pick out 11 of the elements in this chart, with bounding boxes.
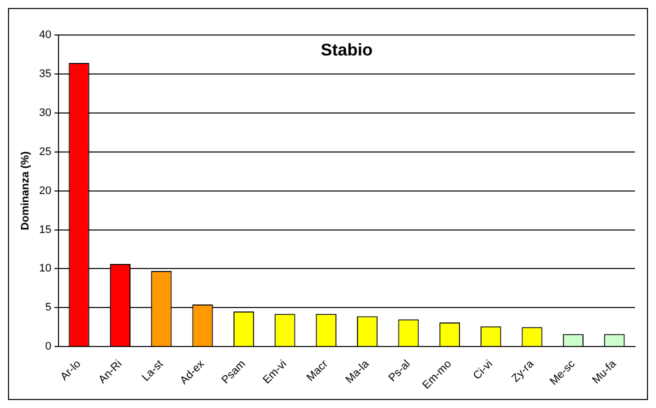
y-tick-label: 35 [39,68,52,80]
chart-title: Stabio [320,40,373,60]
y-tick-label: 5 [45,302,52,314]
y-tick-label: 30 [39,106,52,119]
y-tick-label: 0 [45,340,52,353]
y-tick-label: 15 [39,224,52,236]
y-tick-label: 20 [39,184,52,197]
y-tick-label: 10 [39,262,52,275]
y-axis-title: Dominanza (%) [20,151,32,230]
y-tick-label: 25 [39,146,52,158]
y-tick-label: 40 [39,29,52,42]
